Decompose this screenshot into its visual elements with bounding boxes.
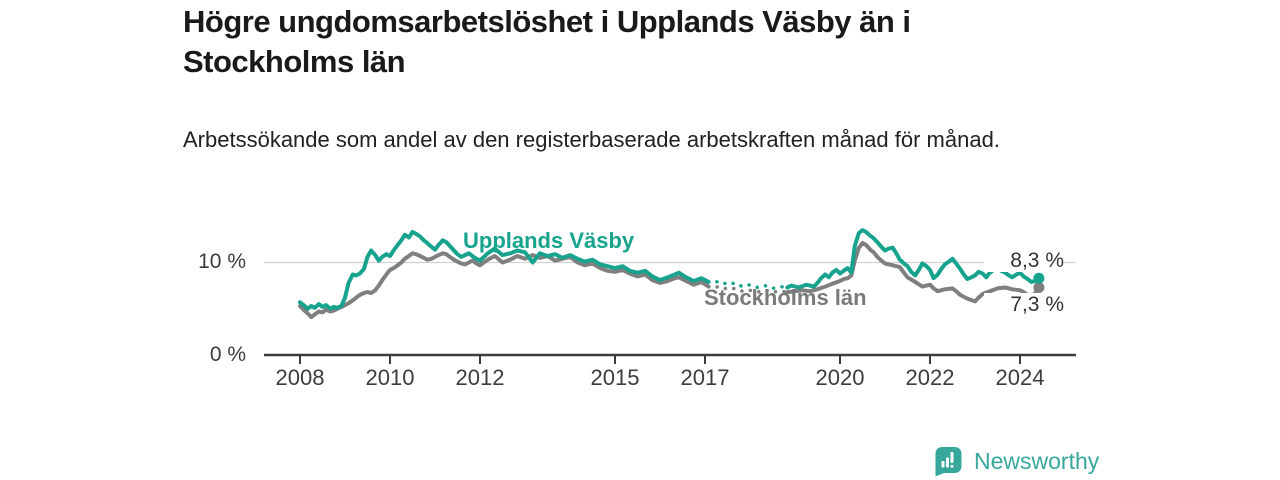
series-label-stockholms-lan: Stockholms län (704, 285, 867, 310)
x-axis-label-2010: 2010 (365, 365, 415, 390)
x-axis-label-2024: 2024 (995, 365, 1045, 390)
x-axis-label-2022: 2022 (905, 365, 955, 390)
series-line-stockholms-lan-solid2 (785, 241, 1041, 304)
x-axis-label-2020: 2020 (815, 365, 865, 390)
end-value-label-stockholms-lan: 7,3 % (984, 293, 1064, 316)
series-line-stockholms-lan-solid0 (298, 251, 711, 320)
newsworthy-bubble-chart-icon (935, 447, 962, 477)
x-axis-label-2008: 2008 (275, 365, 325, 390)
brand-name: Newsworthy (974, 448, 1100, 474)
end-value-label-upplands-vasby: 8,3 % (984, 249, 1064, 272)
x-axis-label-2012: 2012 (455, 365, 505, 390)
series-label-upplands-vasby: Upplands Väsby (463, 228, 635, 253)
newsworthy-logo[interactable]: Newsworthy (932, 444, 1099, 478)
x-axis-label-2015: 2015 (590, 365, 640, 390)
series-line-upplands-vasby-dashed (706, 279, 790, 291)
series-endpoint-upplands-vasby (1033, 272, 1045, 284)
series-line-upplands-vasby-solid0 (298, 230, 711, 311)
series-line-stockholms-lan-dashed (706, 284, 790, 294)
chart-title: Högre ungdomsarbetslöshet i Upplands Väs… (183, 4, 911, 79)
y-axis-label-0: 0 % (209, 343, 246, 366)
y-axis-label-10: 10 % (198, 250, 246, 273)
series-endpoint-stockholms-lan (1033, 281, 1045, 293)
x-axis-label-2017: 2017 (680, 365, 730, 390)
chart-subtitle: Arbetssökande som andel av den registerb… (183, 127, 1000, 152)
